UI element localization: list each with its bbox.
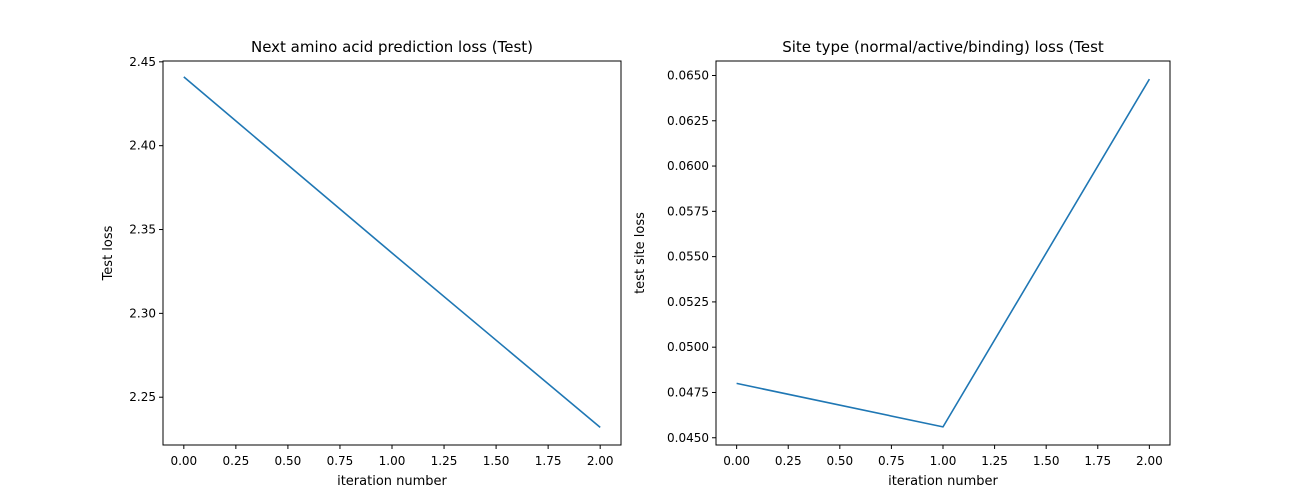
- y-tick-label: 0.0625: [667, 114, 709, 128]
- x-tick-label: 1.00: [379, 454, 406, 468]
- y-tick-label: 2.40: [129, 139, 156, 153]
- x-tick-label: 1.25: [981, 454, 1008, 468]
- x-tick-label: 1.00: [930, 454, 957, 468]
- x-axis-label: iteration number: [888, 474, 998, 489]
- y-tick-label: 0.0600: [667, 159, 709, 173]
- x-tick-label: 0.50: [826, 454, 853, 468]
- x-tick-label: 1.50: [483, 454, 510, 468]
- plot-frame: [715, 60, 1171, 446]
- y-tick-label: 2.30: [129, 306, 156, 320]
- chart-title: Next amino acid prediction loss (Test): [251, 38, 533, 56]
- chart-next-amino-acid-loss: Next amino acid prediction loss (Test) i…: [101, 38, 622, 489]
- x-tick-label: 0.25: [775, 454, 802, 468]
- x-tick-label: 0.00: [170, 454, 197, 468]
- chart-site-type-loss: Site type (normal/active/binding) loss (…: [633, 38, 1171, 489]
- series-line: [183, 76, 601, 429]
- y-axis-label: Test loss: [101, 225, 116, 281]
- y-tick-label: 0.0650: [667, 68, 709, 82]
- series-line: [736, 78, 1151, 428]
- chart-title: Site type (normal/active/binding) loss (…: [782, 38, 1104, 56]
- x-axis-label: iteration number: [337, 474, 447, 489]
- y-tick-label: 2.45: [129, 55, 156, 69]
- y-tick-label: 2.35: [129, 223, 156, 237]
- y-tick-label: 0.0550: [667, 250, 709, 264]
- y-tick-label: 0.0475: [667, 385, 709, 399]
- y-tick-label: 0.0525: [667, 295, 709, 309]
- x-tick-label: 0.75: [878, 454, 905, 468]
- x-tick-label: 1.75: [535, 454, 562, 468]
- y-tick-label: 0.0575: [667, 204, 709, 218]
- y-tick-label: 2.25: [129, 390, 156, 404]
- x-tick-label: 2.00: [1136, 454, 1163, 468]
- y-tick-label: 0.0500: [667, 340, 709, 354]
- x-tick-label: 0.50: [275, 454, 302, 468]
- y-axis-label: test site loss: [633, 212, 648, 294]
- y-tick-label: 0.0450: [667, 431, 709, 445]
- x-tick-label: 0.00: [723, 454, 750, 468]
- x-tick-label: 0.25: [223, 454, 250, 468]
- x-tick-label: 1.50: [1033, 454, 1060, 468]
- x-tick-label: 0.75: [327, 454, 354, 468]
- x-tick-label: 2.00: [587, 454, 614, 468]
- x-tick-label: 1.75: [1084, 454, 1111, 468]
- x-tick-label: 1.25: [431, 454, 458, 468]
